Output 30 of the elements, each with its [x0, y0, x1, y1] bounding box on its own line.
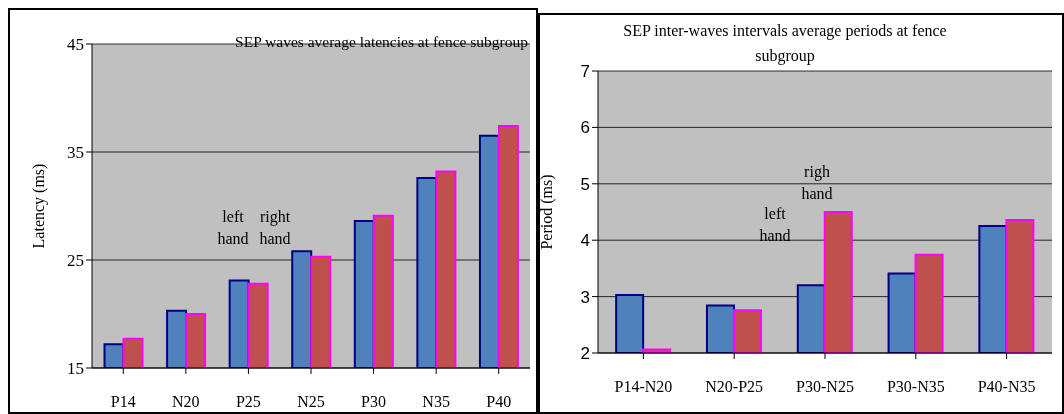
x-tick-label: P14-N20 [614, 378, 673, 396]
annotation: left hand [758, 204, 792, 246]
annotation: right hand [258, 207, 292, 249]
x-tick-label: P30-N35 [886, 378, 945, 396]
y-tick-label: 6 [580, 118, 590, 138]
y-tick-label: 35 [67, 143, 84, 163]
y-tick-label: 5 [580, 174, 590, 194]
x-tick-label: P25 [235, 393, 261, 411]
chart-title: SEP waves average latencies at fence subgroup [234, 33, 528, 51]
x-tick-label: P30-N25 [796, 378, 854, 396]
x-tick-label: P40 [486, 393, 512, 411]
y-tick-label: 7 [580, 62, 590, 82]
y-axis-title: Latency (ms) [29, 163, 48, 249]
x-tick-label: N20-P25 [705, 378, 764, 396]
x-tick-label: N20 [172, 393, 200, 411]
x-tick-label: N35 [422, 393, 450, 411]
y-tick-label: 15 [67, 359, 84, 379]
y-tick-label: 45 [67, 35, 84, 55]
annotation: righ hand [800, 162, 834, 204]
y-tick-label: 3 [580, 287, 590, 307]
y-tick-label: 4 [580, 231, 590, 251]
chart-title: SEP inter-waves intervals average periods at fence subgroup [622, 21, 948, 67]
y-tick-label: 2 [580, 344, 590, 364]
y-axis-title: Period (ms) [537, 174, 556, 250]
x-tick-label: P30 [361, 393, 387, 411]
x-tick-label: P40-N35 [977, 378, 1036, 396]
x-tick-label: P14 [110, 393, 136, 411]
x-tick-label: N25 [297, 393, 325, 411]
y-tick-label: 25 [67, 251, 84, 271]
annotation: left hand [216, 207, 250, 249]
